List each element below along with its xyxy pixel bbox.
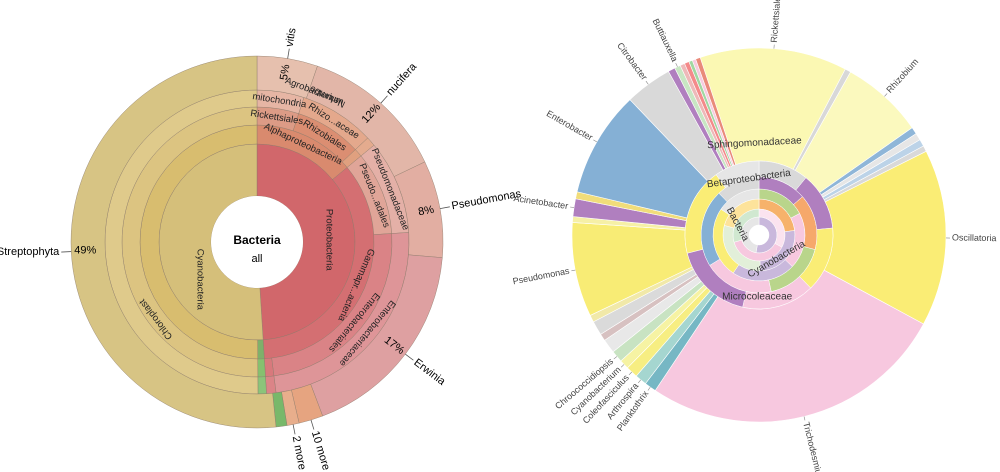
left-outer-label-pseudomonas: Pseudomonas xyxy=(451,188,523,213)
right-leader-buttiauxella xyxy=(675,62,678,67)
right-label-rickettsiales: Rickettsiales xyxy=(769,0,783,43)
left-leader-vitis xyxy=(287,48,290,59)
left-chart-center: Bacteria all xyxy=(211,196,303,288)
right-label-rhizobium: Rhizobium xyxy=(884,57,920,95)
right-leader-pseudomonas xyxy=(571,269,576,272)
center-hole xyxy=(211,196,303,288)
right-label-oscillatoria: Oscillatoria xyxy=(952,232,997,243)
left-outer-label-erwinia: Erwinia xyxy=(411,357,448,389)
right-label-acinetobacter: Acinetobacter xyxy=(513,193,569,211)
right-leader-citrobacter xyxy=(645,80,649,85)
right-label-trichodesmium: Trichodesmium xyxy=(801,421,825,472)
right-leader-cyanobacterium xyxy=(620,364,625,368)
right-inner-ring5-segment-6[interactable] xyxy=(715,160,760,189)
center-subtitle: all xyxy=(251,253,262,265)
right-label-enterobacter: Enterobacter xyxy=(545,108,595,142)
left-label-cyanobacteria: Cyanobacteria xyxy=(195,249,206,311)
right-leader-arthrospira xyxy=(637,379,641,384)
left-outer-label-streptophyta: Streptophyta xyxy=(0,246,60,258)
right-leader-planktothrix xyxy=(647,386,651,391)
left-outer-label-2-more: 2 more xyxy=(290,435,308,471)
right-leader-chroococcidiopsis xyxy=(613,356,618,360)
left-percent-streptophyta: 49% xyxy=(74,245,96,257)
left-leader-10-more xyxy=(310,419,315,430)
left-leader-streptophyta xyxy=(61,251,72,253)
left-leader-2-more xyxy=(292,424,296,435)
left-percent-pseudomonas: 8% xyxy=(417,204,435,219)
left-label-proteobacteria: Proteobacteria xyxy=(323,209,334,272)
right-label-pseudomonas: Pseudomonas xyxy=(512,266,571,287)
left-leader-pseudomonas xyxy=(439,206,450,210)
left-outer-label-nucifera: nucifera xyxy=(384,60,420,98)
right-leader-trichodesmium xyxy=(803,416,806,421)
left-ring1-segment-2[interactable] xyxy=(257,339,265,360)
left-ring3-segment-6[interactable] xyxy=(257,376,267,395)
left-ring2-segment-6[interactable] xyxy=(257,358,266,378)
right-center-hole xyxy=(754,230,764,240)
left-outer-label-10-more: 10 more xyxy=(309,430,332,472)
right-label-buttiauxella: Buttiauxella xyxy=(651,17,680,63)
right-mid-label-microcoleaceae: Microcoleaceae xyxy=(722,292,792,303)
right-mid-label-sphingomonadaceae: Sphingomonadaceae xyxy=(707,135,802,151)
center-title: Bacteria xyxy=(233,233,281,247)
left-leader-erwinia xyxy=(405,353,414,361)
right-leader-enterobacter xyxy=(593,139,597,143)
right-sunburst-chart: Rickettsiales Rhizobium Oscillatoria Tricho… xyxy=(512,0,997,472)
right-leader-coleofasciculus xyxy=(628,371,632,376)
left-ring4-streptophyta[interactable] xyxy=(70,55,277,429)
left-outer-label-vitis: vitis xyxy=(284,27,299,48)
right-label-citrobacter: Citrobacter xyxy=(615,41,649,82)
left-leader-nucifera xyxy=(380,95,388,104)
left-sunburst-chart: ProteobacteriaCyanobacteriaAlphaproteoba… xyxy=(0,27,523,472)
right-leader-rhizobium xyxy=(884,93,888,97)
left-percent-vitis: 5% xyxy=(278,63,292,81)
right-leader-acinetobacter xyxy=(570,206,575,208)
